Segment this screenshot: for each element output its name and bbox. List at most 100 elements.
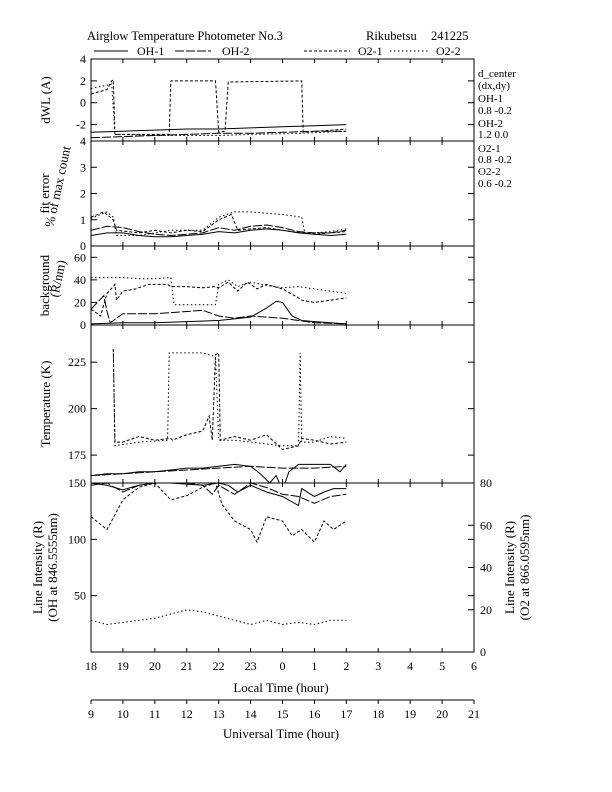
y2-axis-label: Line Intensity (R) <box>502 521 517 614</box>
y-axis-label: Temperature (K) <box>38 361 53 448</box>
legend-label-o2-2: O2-2 <box>436 44 461 58</box>
panel-frame <box>90 324 475 484</box>
lt-tick-label: 5 <box>439 659 445 673</box>
lt-tick-label: 1 <box>311 659 317 673</box>
lt-tick-label: 6 <box>471 659 477 673</box>
series-o2-1-line-intensity <box>91 483 347 544</box>
ut-tick-label: 16 <box>308 707 320 721</box>
y-tick-label: 0 <box>80 318 86 332</box>
time-axes: Local Time (hour) Universal Time (hour) … <box>85 659 480 741</box>
panel-dwl: -2 0 2 4 dWL (A) <box>38 52 475 142</box>
lt-tick-label: 23 <box>245 659 257 673</box>
y-tick-label: 4 <box>80 134 86 148</box>
panel-frame <box>90 482 475 653</box>
ut-tick-label: 11 <box>149 707 161 721</box>
y2-tick-label: 80 <box>480 476 492 490</box>
ut-tick-label: 17 <box>340 707 352 721</box>
y2-axis-sublabel: (O2 at 866.0595nm) <box>517 515 532 621</box>
d-center-value: 0.6 -0.2 <box>478 178 512 190</box>
d-center-box: d_center (dx,dy) OH-10.8 -0.2OH-21.2 0.0… <box>478 68 516 190</box>
y-tick-label: 200 <box>68 402 86 416</box>
series-oh-2-dwl <box>91 130 347 139</box>
y-tick-label: 3 <box>80 160 86 174</box>
ut-tick-label: 20 <box>436 707 448 721</box>
lt-tick-label: 0 <box>280 659 286 673</box>
y-axis-label: background <box>37 254 52 316</box>
series-o2-1-fit-error <box>91 211 347 235</box>
ut-tick-label: 13 <box>213 707 225 721</box>
header: Airglow Temperature Photometer No.3 Riku… <box>87 29 469 43</box>
y-tick-label: 0 <box>80 239 86 253</box>
y-tick-label: -2 <box>76 118 86 132</box>
series-oh-1-line-intensity <box>91 483 347 507</box>
y-tick-label: 50 <box>74 589 86 603</box>
d-center-name: OH-1 <box>478 93 503 105</box>
series-o2-1-background <box>91 281 347 317</box>
lt-tick-label: 21 <box>181 659 193 673</box>
universal-time-label: Universal Time (hour) <box>223 726 339 741</box>
y-tick-label: 60 <box>74 250 86 264</box>
ut-tick-label: 18 <box>372 707 384 721</box>
ut-tick-label: 15 <box>277 707 289 721</box>
series-oh-2-temperature <box>91 465 347 477</box>
y2-tick-label: 40 <box>480 561 492 575</box>
d-center-value: 0.8 -0.2 <box>478 105 512 117</box>
y-tick-label: 2 <box>80 187 86 201</box>
y-axis-label: dWL (A) <box>38 76 53 124</box>
y2-tick-label: 60 <box>480 518 492 532</box>
d-center-name: O2-1 <box>478 143 501 155</box>
ut-tick-label: 21 <box>468 707 480 721</box>
y-axis-label: Line Intensity (R) <box>30 521 45 614</box>
series-o2-1-dwl <box>91 78 347 135</box>
y-tick-label: 150 <box>68 476 86 490</box>
lt-tick-label: 20 <box>149 659 161 673</box>
y-tick-label: 175 <box>68 448 86 462</box>
series-o2-2-fit-error <box>91 211 347 236</box>
lt-tick-label: 19 <box>117 659 129 673</box>
station-name: Rikubetsu <box>366 29 417 43</box>
y-axis-sublabel: (OH at 846.5555nm) <box>45 513 60 622</box>
legend: OH-1 OH-2 O2-1 O2-2 <box>94 44 461 58</box>
d-center-name: O2-2 <box>478 166 501 178</box>
ut-tick-label: 12 <box>181 707 193 721</box>
series-oh-2-background <box>91 294 347 325</box>
panel-frame <box>90 58 475 142</box>
date-code: 241225 <box>431 29 469 43</box>
y-tick-label: 225 <box>68 355 86 369</box>
series-oh-1-background <box>91 300 347 325</box>
series-oh-2-fit-error <box>91 224 347 237</box>
y2-tick-label: 0 <box>480 645 486 659</box>
legend-label-oh-1: OH-1 <box>137 44 164 58</box>
d-center-name: OH-2 <box>478 118 503 130</box>
d-center-subtitle: (dx,dy) <box>478 80 510 92</box>
series-o2-1-temperature <box>112 349 347 451</box>
series-o2-2-temperature <box>112 349 347 447</box>
y-axis-label: fit error <box>37 173 52 214</box>
d-center-value: 0.8 -0.2 <box>478 154 512 166</box>
series-o2-2-line-intensity <box>91 609 347 626</box>
lt-tick-label: 3 <box>375 659 381 673</box>
y-tick-label: 20 <box>74 295 86 309</box>
y-tick-label: 40 <box>74 273 86 287</box>
panel-temperature: 175 200 225 Temperature (K) <box>38 324 475 484</box>
legend-label-o2-1: O2-1 <box>358 44 383 58</box>
y-tick-label: 1 <box>80 213 86 227</box>
d-center-value: 1.2 0.0 <box>478 129 509 141</box>
panel-frame <box>90 245 475 326</box>
local-time-label: Local Time (hour) <box>233 680 328 695</box>
lt-tick-label: 18 <box>85 659 97 673</box>
lt-tick-label: 4 <box>407 659 413 673</box>
ut-tick-label: 9 <box>88 707 94 721</box>
ut-tick-label: 19 <box>404 707 416 721</box>
y-tick-label: 0 <box>80 96 86 110</box>
series-oh-2-line-intensity <box>91 483 347 504</box>
series-oh-1-dwl <box>91 124 347 133</box>
y-tick-label: 100 <box>68 532 86 546</box>
lt-tick-label: 22 <box>213 659 225 673</box>
y-tick-label: 2 <box>80 74 86 88</box>
lt-tick-label: 2 <box>343 659 349 673</box>
